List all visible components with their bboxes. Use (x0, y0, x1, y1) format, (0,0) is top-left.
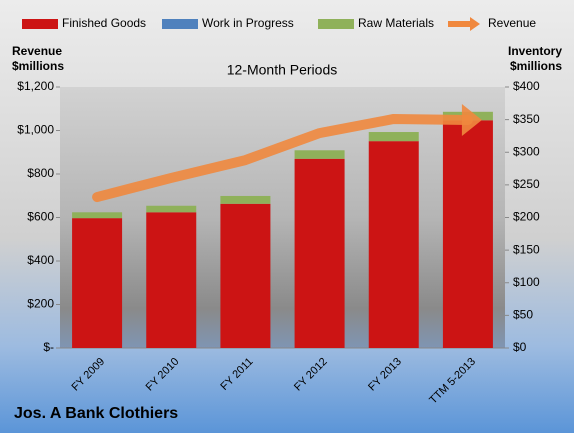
bar (294, 158, 345, 348)
y-tick-label: $200 (27, 297, 54, 311)
y2-tick-label: $150 (513, 242, 540, 256)
legend-label: Raw Materials (358, 16, 434, 30)
legend-swatch (162, 19, 198, 29)
subtitle: 12-Month Periods (227, 62, 338, 78)
legend-swatch (318, 19, 354, 29)
arrow-head (461, 104, 482, 137)
bar (146, 212, 197, 348)
legend-label: Finished Goods (62, 16, 146, 30)
y-label: $millions (12, 59, 64, 73)
bar (72, 212, 123, 219)
y2-tick-label: $250 (513, 177, 540, 191)
bar (368, 141, 419, 348)
bar (220, 203, 271, 348)
legend-swatch (22, 19, 58, 29)
bar (294, 150, 345, 159)
y2-tick-label: $0 (513, 340, 527, 354)
legend-label: Revenue (488, 16, 536, 30)
y2-tick-label: $400 (513, 79, 540, 93)
footer-title: Jos. A Bank Clothiers (14, 405, 178, 422)
y-label: Revenue (12, 44, 62, 58)
y-tick-label: $600 (27, 210, 54, 224)
bar (146, 205, 197, 213)
y-tick-label: $800 (27, 166, 54, 180)
bar (220, 195, 271, 204)
y2-tick-label: $350 (513, 112, 540, 126)
y2-tick-label: $50 (513, 308, 533, 322)
y2-label: $millions (510, 59, 562, 73)
revenue-line (92, 113, 473, 203)
bar (442, 120, 493, 348)
y2-tick-label: $100 (513, 275, 540, 289)
y2-tick-label: $200 (513, 210, 540, 224)
y-tick-label: $1,200 (17, 79, 54, 93)
y-tick-label: $1,000 (17, 123, 54, 137)
legend-label: Work in Progress (202, 16, 294, 30)
y2-tick-label: $300 (513, 144, 540, 158)
plot-area (60, 87, 505, 348)
y-tick-label: $400 (27, 253, 54, 267)
legend-swatch (470, 17, 480, 31)
y-tick-label: $- (43, 340, 54, 354)
y2-label: Inventory (508, 44, 562, 58)
bar (72, 218, 123, 348)
bar (368, 132, 419, 142)
